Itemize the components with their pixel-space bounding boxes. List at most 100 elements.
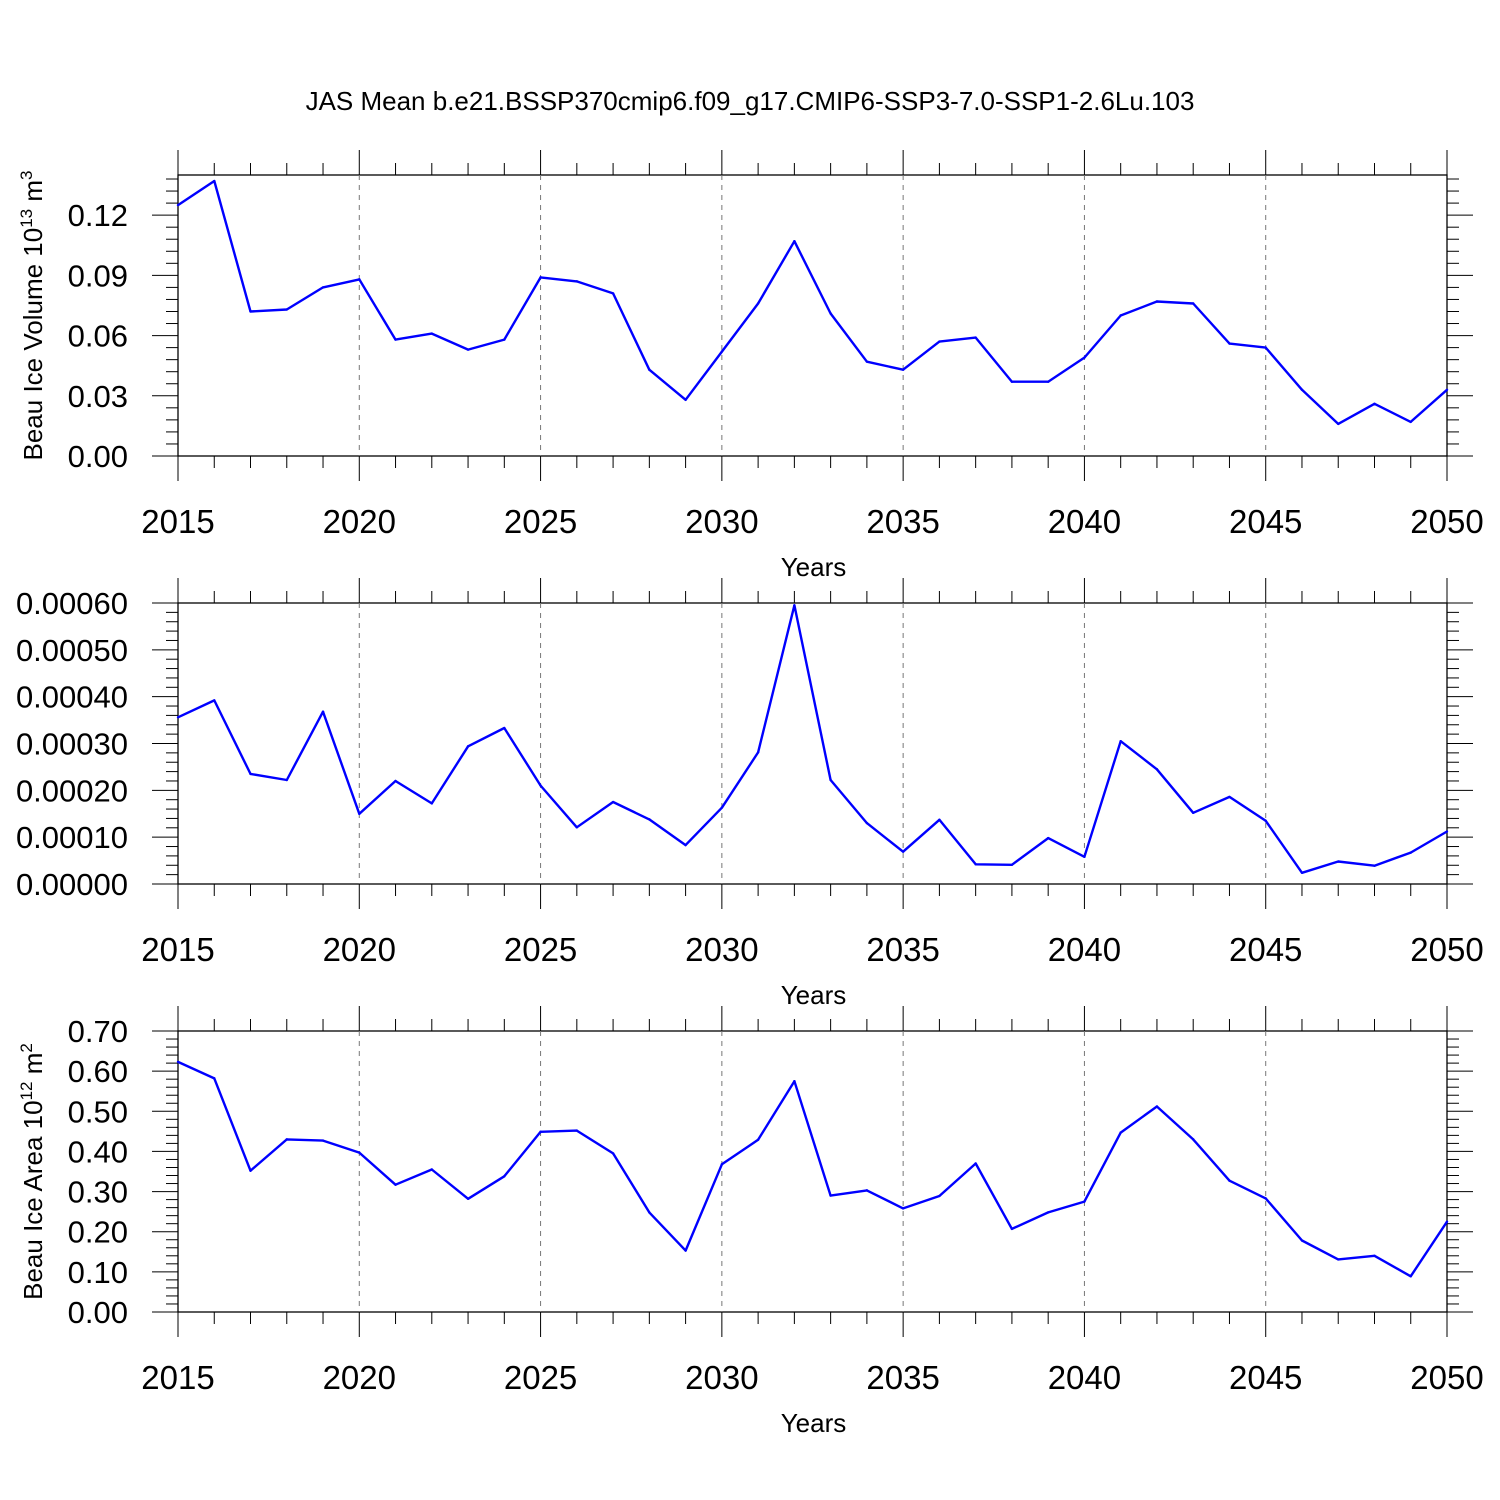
data-point	[720, 350, 724, 353]
x-tick-label: 2020	[323, 931, 396, 968]
data-series-line	[177, 604, 1448, 874]
data-point	[684, 398, 687, 401]
data-point	[1300, 871, 1304, 874]
x-tick-label: 2035	[866, 503, 939, 540]
data-point	[503, 1175, 506, 1178]
y-tick-label: 0.09	[68, 258, 128, 293]
data-point	[1373, 402, 1376, 406]
data-point	[1300, 1239, 1304, 1242]
data-point	[1046, 1211, 1050, 1214]
x-tick-label: 2050	[1410, 1359, 1483, 1396]
data-point	[466, 1197, 470, 1200]
x-tick-label: 2050	[1410, 503, 1483, 540]
chart-panel-2: 2015 2020 2025 2030 2035 2040 2045 2050 Years 0.0…	[16, 578, 1484, 1010]
data-point	[756, 1138, 760, 1141]
y-tick-label: 0.50	[68, 1094, 128, 1129]
data-series-line	[177, 179, 1448, 426]
data-point	[901, 850, 905, 853]
data-point	[1083, 356, 1086, 359]
x-tick-label: 2040	[1048, 503, 1121, 540]
data-point	[249, 1169, 252, 1172]
x-tick-label: 2030	[685, 503, 758, 540]
data-point	[829, 312, 832, 315]
y-tick-label: 0.00060	[16, 586, 128, 621]
data-point	[321, 286, 325, 289]
data-point	[1155, 1105, 1159, 1108]
data-point	[865, 821, 869, 825]
x-tick-label: 2015	[141, 503, 214, 540]
data-point	[1046, 836, 1050, 840]
y-tick-label: 0.70	[68, 1014, 128, 1049]
y-axis-label-exponent: 12	[17, 1081, 36, 1100]
data-point	[1119, 1131, 1122, 1134]
data-point	[1264, 346, 1267, 349]
data-point	[865, 360, 869, 363]
y-axis-label: Beau Ice Area 1012 m2	[17, 1043, 48, 1300]
data-point	[176, 1060, 180, 1064]
y-axis-label-exponent: 13	[17, 209, 36, 228]
data-point	[793, 240, 796, 243]
plot-frame	[177, 1030, 1448, 1313]
data-point	[213, 699, 216, 702]
y-axis-label-unit-exponent: 3	[17, 171, 36, 180]
data-point	[1119, 739, 1122, 743]
data-point	[1264, 819, 1267, 822]
y-tick-label: 0.20	[68, 1215, 128, 1250]
x-tick-label: 2045	[1229, 503, 1302, 540]
x-tick-label: 2025	[504, 503, 577, 540]
data-point	[901, 1207, 905, 1210]
data-point	[1010, 1227, 1014, 1231]
data-point	[394, 779, 397, 783]
y-tick-label: 0.00010	[16, 820, 128, 855]
data-point	[1409, 1275, 1412, 1278]
data-point	[611, 1152, 615, 1155]
data-point	[901, 368, 905, 371]
data-point	[829, 1194, 832, 1197]
y-tick-label: 0.06	[68, 319, 128, 354]
x-tick-label: 2045	[1229, 1359, 1302, 1396]
data-point	[1046, 380, 1050, 383]
data-point	[1155, 300, 1159, 303]
y-tick-label: 0.00020	[16, 773, 128, 808]
y-tick-label: 0.10	[68, 1255, 128, 1290]
y-tick-label: 0.40	[68, 1134, 128, 1169]
x-tick-label: 2020	[323, 503, 396, 540]
plot-frame	[177, 602, 1448, 885]
data-point	[720, 806, 724, 809]
data-point	[1409, 851, 1412, 854]
data-point	[793, 1079, 796, 1083]
data-point	[720, 1163, 724, 1166]
data-point	[539, 784, 542, 787]
y-tick-label: 0.00030	[16, 727, 128, 762]
y-tick-label: 0.00	[68, 439, 128, 474]
data-point	[974, 336, 977, 339]
x-tick-label: 2035	[866, 931, 939, 968]
data-point	[974, 1162, 977, 1165]
data-point	[249, 310, 252, 313]
data-point	[503, 338, 506, 341]
data-point	[648, 368, 651, 371]
data-point	[1373, 1254, 1376, 1258]
data-point	[938, 1194, 941, 1198]
data-point	[611, 800, 615, 804]
data-point	[249, 772, 252, 776]
data-point	[213, 179, 216, 183]
x-axis-label: Years	[781, 552, 847, 582]
data-point	[575, 826, 579, 829]
data-point	[865, 1189, 869, 1192]
data-point	[648, 1211, 651, 1214]
x-tick-label: 2050	[1410, 931, 1483, 968]
data-point	[1300, 388, 1304, 391]
data-point	[1445, 1220, 1449, 1223]
y-tick-label: 0.00040	[16, 680, 128, 715]
data-point	[1445, 830, 1449, 833]
data-point	[358, 278, 361, 281]
data-point	[321, 1139, 325, 1142]
data-point	[575, 1129, 579, 1132]
data-point	[1264, 1197, 1267, 1200]
data-point	[285, 1138, 288, 1141]
x-axis-label: Years	[781, 1408, 847, 1438]
y-tick-label: 0.60	[68, 1054, 128, 1089]
y-axis-label-text: Beau Ice Volume 10	[18, 228, 48, 461]
